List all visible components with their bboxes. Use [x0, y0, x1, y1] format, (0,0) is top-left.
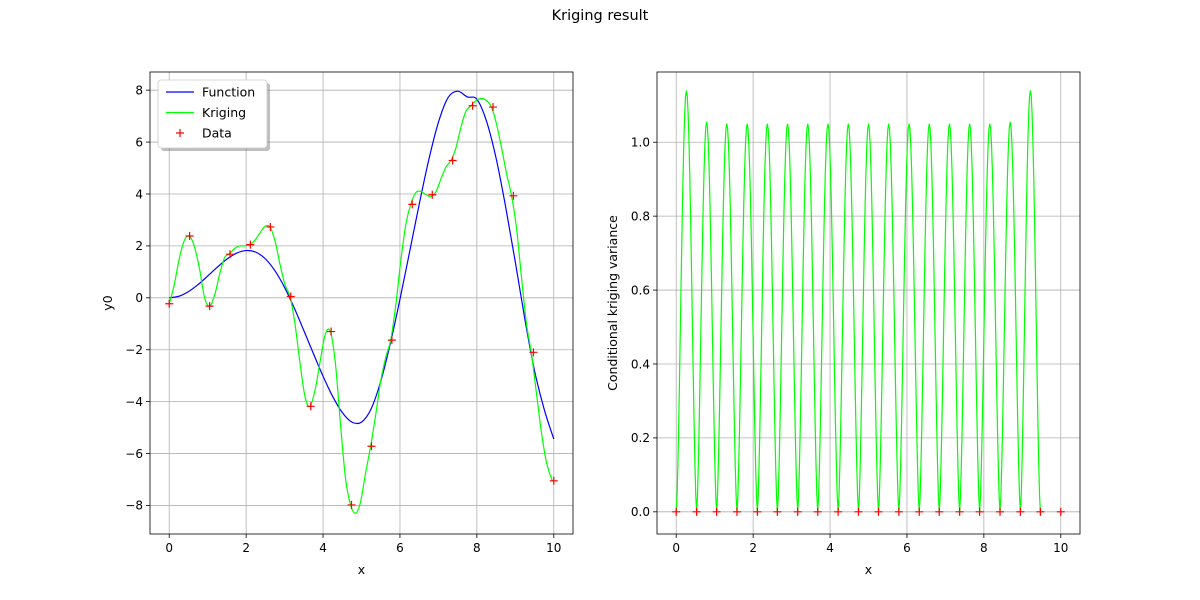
data-point-data — [549, 476, 558, 485]
axes-frame — [149, 71, 574, 535]
data-point-data — [408, 200, 417, 209]
x-tick-label: 10 — [546, 541, 561, 555]
x-tick-label: 4 — [826, 541, 834, 555]
legend: Function Kriging Data — [157, 79, 270, 151]
x-tick-label: 6 — [903, 541, 911, 555]
x-tick-label: 0 — [672, 541, 680, 555]
data-point-data — [509, 191, 518, 200]
data-point-data — [448, 156, 457, 165]
data-point-series-2 — [712, 507, 721, 516]
data-point-series-2 — [813, 507, 822, 516]
plot-area — [672, 90, 1065, 516]
data-point-data — [306, 402, 315, 411]
figure-title: Kriging result — [551, 8, 649, 24]
data-point-data — [286, 292, 295, 301]
y-tick-label: 2 — [135, 239, 143, 253]
data-point-data — [165, 299, 174, 308]
y-tick-label: −6 — [125, 447, 143, 461]
y-tick-label: −8 — [125, 499, 143, 513]
chart-panel-2: 0 2 4 6 8 10 0.0 0.2 0.4 0.6 0.8 1.0 x Conditional kr… — [605, 71, 1081, 577]
x-tick-label: 6 — [396, 541, 404, 555]
y-tick-label: 8 — [135, 83, 143, 97]
x-tick-label: 8 — [980, 541, 988, 555]
data-point-data — [367, 442, 376, 451]
series-line-variance — [675, 90, 1041, 512]
x-axis-label: x — [358, 562, 365, 577]
data-point-series-2 — [1056, 507, 1065, 516]
data-point-data — [489, 103, 498, 112]
data-point-data — [266, 222, 275, 231]
y-tick-label: −4 — [125, 395, 143, 409]
x-tick-label: 2 — [749, 541, 757, 555]
data-point-series-2 — [935, 507, 944, 516]
y-tick-label: −2 — [125, 343, 143, 357]
legend-box — [157, 79, 268, 149]
data-point-data — [185, 232, 194, 241]
data-point-data — [225, 250, 234, 259]
x-tick-label: 0 — [165, 541, 173, 555]
data-point-series-2 — [1036, 507, 1045, 516]
data-point-series-2 — [773, 507, 782, 516]
data-point-data — [529, 348, 538, 357]
data-point-series-2 — [793, 507, 802, 516]
y-tick-label: 0.8 — [631, 209, 650, 223]
data-point-series-2 — [894, 507, 903, 516]
y-tick-label: 0.6 — [631, 283, 650, 297]
legend-label-function: Function — [202, 85, 255, 100]
data-point-data — [347, 500, 356, 509]
data-point-series-2 — [955, 507, 964, 516]
y-tick-label: 0.2 — [631, 431, 650, 445]
x-tick-label: 4 — [319, 541, 327, 555]
y-axis-label: Conditional kriging variance — [605, 215, 620, 391]
y-tick-label: 4 — [135, 187, 143, 201]
axes-frame — [656, 71, 1081, 535]
series-line-kriging — [168, 97, 555, 514]
data-point-series-2 — [874, 507, 883, 516]
x-tick-label: 2 — [242, 541, 250, 555]
data-point-series-2 — [672, 507, 681, 516]
plot-area — [165, 90, 558, 514]
data-point-data — [387, 336, 396, 345]
legend-label-kriging: Kriging — [202, 105, 246, 120]
legend-swatch-data — [176, 129, 184, 137]
data-point-series-2 — [996, 507, 1005, 516]
data-point-series-2 — [753, 507, 762, 516]
data-point-data — [327, 327, 336, 336]
data-point-data — [428, 190, 437, 199]
x-tick-label: 10 — [1053, 541, 1068, 555]
x-tick-label: 8 — [473, 541, 481, 555]
data-point-series-2 — [1016, 507, 1025, 516]
data-point-series-2 — [834, 507, 843, 516]
y-tick-label: 0 — [135, 291, 143, 305]
x-axis-label: x — [865, 562, 872, 577]
y-tick-label: 6 — [135, 135, 143, 149]
legend-label-data: Data — [202, 126, 232, 141]
y-tick-label: 1.0 — [631, 136, 650, 150]
data-point-series-2 — [915, 507, 924, 516]
data-point-series-2 — [975, 507, 984, 516]
data-point-data — [246, 240, 255, 249]
chart-panel-1: 0 2 4 6 8 10 −8 −6 −4 −2 0 2 4 6 8 x y0 Function Kriging Da… — [100, 71, 574, 577]
data-point-series-2 — [732, 507, 741, 516]
data-point-series-2 — [692, 507, 701, 516]
data-point-series-2 — [854, 507, 863, 516]
y-tick-label: 0.4 — [631, 357, 650, 371]
y-tick-label: 0.0 — [631, 505, 650, 519]
data-point-data — [468, 101, 477, 110]
data-point-data — [205, 302, 214, 311]
y-axis-label: y0 — [100, 295, 115, 310]
